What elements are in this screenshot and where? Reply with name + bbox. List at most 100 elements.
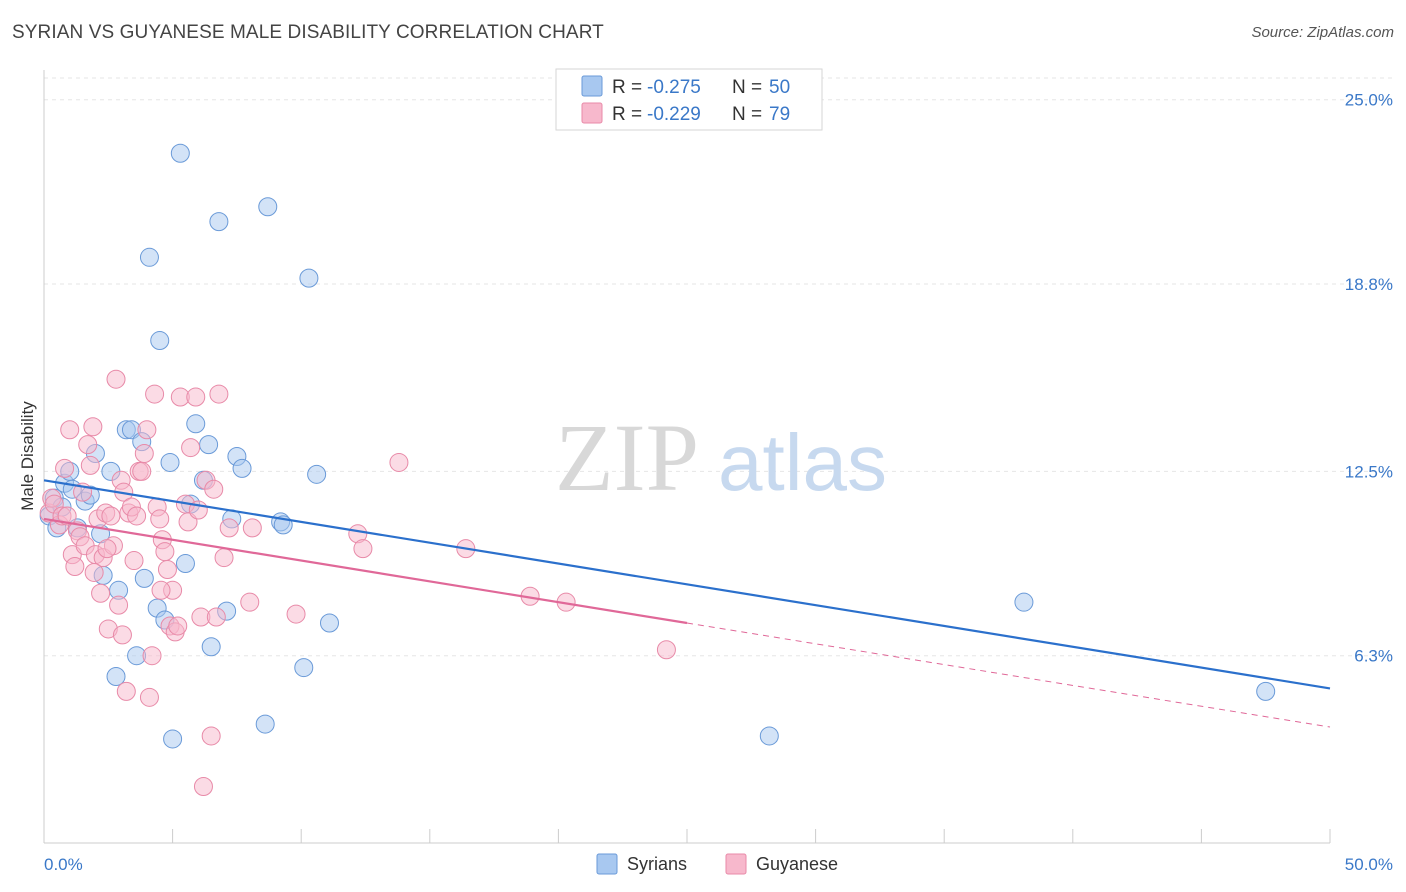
point-syrians (150, 331, 170, 351)
point-syrians (232, 458, 252, 478)
trend-line-guyanese (43, 517, 688, 625)
point-guyanese (97, 539, 117, 559)
legend-swatch-syrians (596, 853, 618, 875)
point-guyanese (101, 506, 121, 526)
point-guyanese (132, 461, 152, 481)
watermark: ZIP atlas (555, 404, 887, 511)
axes (43, 70, 1331, 844)
point-guyanese (127, 506, 147, 526)
point-syrians (319, 613, 339, 633)
point-guyanese (219, 518, 239, 538)
y-axis-label: Male Disability (18, 401, 37, 511)
point-guyanese (116, 681, 136, 701)
point-syrians (163, 729, 183, 749)
source-credit: Source: ZipAtlas.com (1251, 24, 1394, 41)
point-guyanese (353, 539, 373, 559)
point-guyanese (139, 687, 159, 707)
point-guyanese (109, 595, 129, 615)
point-guyanese (65, 557, 85, 577)
point-guyanese (80, 455, 100, 475)
stats-n-value-syrians: 50 (769, 77, 790, 98)
point-guyanese (193, 777, 213, 797)
point-guyanese (201, 726, 221, 746)
legend-label-guyanese: Guyanese (756, 854, 838, 874)
legend: Syrians Guyanese (596, 853, 838, 875)
point-guyanese (240, 592, 260, 612)
point-guyanese (124, 551, 144, 571)
stats-n-value-guyanese: 79 (769, 104, 790, 125)
point-guyanese (151, 580, 171, 600)
point-guyanese (142, 646, 162, 666)
point-syrians (106, 667, 126, 687)
point-guyanese (137, 420, 157, 440)
chart-title: SYRIAN VS GUYANESE MALE DISABILITY CORRE… (12, 22, 604, 43)
stats-r-value-guyanese: -0.229 (647, 104, 701, 125)
gridlines (44, 77, 1393, 657)
point-guyanese (204, 479, 224, 499)
point-guyanese (389, 452, 409, 472)
y-tick-label: 12.5% (1345, 462, 1393, 481)
stats-n-label-syrians: N = (732, 77, 762, 98)
point-syrians (201, 637, 221, 657)
trend-line-guyanese-extension (686, 622, 1331, 728)
point-guyanese (83, 417, 103, 437)
point-syrians (160, 452, 180, 472)
point-syrians (255, 714, 275, 734)
x-tick-labels: 0.0% 50.0% (44, 855, 1393, 874)
point-guyanese (112, 625, 132, 645)
x-tick-label-min: 0.0% (44, 855, 83, 874)
point-guyanese (656, 640, 676, 660)
point-guyanese (84, 562, 104, 582)
point-guyanese (214, 548, 234, 568)
point-guyanese (106, 369, 126, 389)
point-guyanese (134, 444, 154, 464)
point-guyanese (78, 435, 98, 455)
legend-label-syrians: Syrians (627, 854, 687, 874)
point-guyanese (242, 518, 262, 538)
trend-lines (43, 479, 1331, 728)
point-syrians (134, 568, 154, 588)
point-syrians (299, 268, 319, 288)
y-tick-label: 6.3% (1354, 647, 1393, 666)
point-guyanese (186, 387, 206, 407)
stats-box: R = -0.275 N = 50 R = -0.229 N = 79 (555, 68, 823, 131)
point-guyanese (145, 384, 165, 404)
point-syrians (1256, 681, 1276, 701)
stats-swatch-guyanese (581, 102, 603, 124)
point-syrians (199, 435, 219, 455)
point-guyanese (55, 458, 75, 478)
data-points (39, 143, 1276, 797)
point-guyanese (286, 604, 306, 624)
point-syrians (258, 197, 278, 217)
stats-r-value-syrians: -0.275 (647, 77, 701, 98)
legend-swatch-guyanese (725, 853, 747, 875)
point-syrians (175, 554, 195, 574)
point-syrians (307, 464, 327, 484)
point-guyanese (206, 607, 226, 627)
point-guyanese (150, 509, 170, 529)
point-guyanese (209, 384, 229, 404)
point-syrians (186, 414, 206, 434)
stats-swatch-syrians (581, 75, 603, 97)
stats-r-label-syrians: R = (612, 77, 642, 98)
point-guyanese (91, 583, 111, 603)
point-guyanese (60, 420, 80, 440)
stats-n-label-guyanese: N = (732, 104, 762, 125)
watermark-atlas: atlas (718, 418, 887, 507)
point-syrians (139, 247, 159, 267)
y-tick-label: 25.0% (1345, 91, 1393, 110)
point-guyanese (155, 542, 175, 562)
point-guyanese (168, 616, 188, 636)
point-syrians (294, 658, 314, 678)
y-tick-labels: 6.3% 12.5% 18.8% 25.0% (1345, 91, 1393, 666)
point-guyanese (157, 559, 177, 579)
point-syrians (170, 143, 190, 163)
watermark-zip: ZIP (555, 404, 699, 511)
y-tick-label: 18.8% (1345, 275, 1393, 294)
point-syrians (209, 212, 229, 232)
point-syrians (1014, 592, 1034, 612)
point-guyanese (57, 506, 77, 526)
stats-r-label-guyanese: R = (612, 104, 642, 125)
trend-line-syrians (43, 479, 1331, 690)
